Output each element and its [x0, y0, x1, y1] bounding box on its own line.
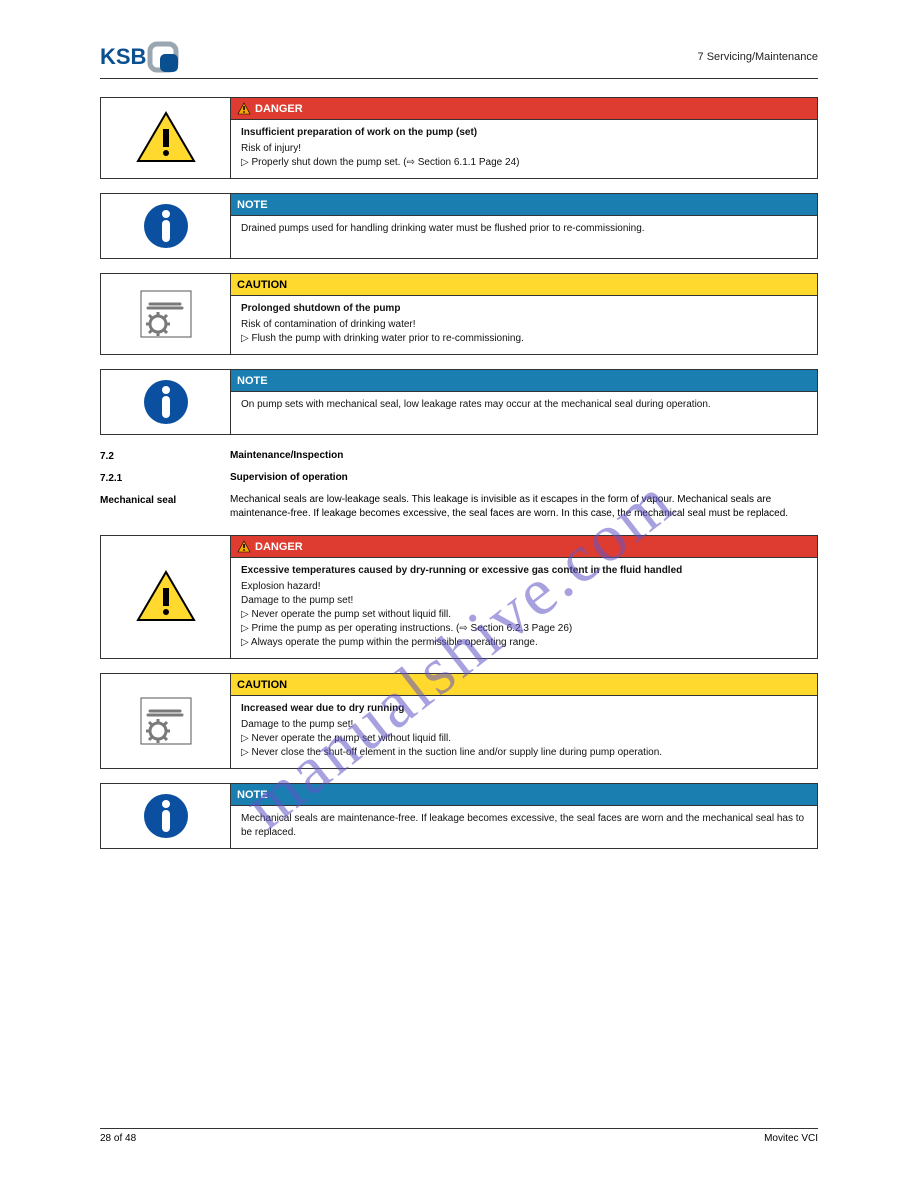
caution-bar: CAUTION [231, 674, 817, 696]
mini-warning-icon [237, 102, 251, 116]
danger2-body: Excessive temperatures caused by dry-run… [231, 558, 817, 658]
breadcrumb: 7 Servicing/Maintenance [698, 51, 818, 63]
danger1-body: Insufficient preparation of work on the … [231, 120, 817, 178]
danger-bar: DANGER [231, 536, 817, 558]
mini-warning-icon [237, 540, 251, 554]
note-box-1: NOTE Drained pumps used for handling dri… [100, 193, 818, 259]
section-7-2: 7.2 Maintenance/Inspection [100, 449, 818, 463]
page-header: KSB 7 Servicing/Maintenance [100, 40, 818, 79]
note-box-3: NOTE Mechanical seals are maintenance-fr… [100, 783, 818, 849]
maintenance-icon [101, 274, 231, 354]
maintenance-icon [101, 674, 231, 768]
caution-label: CAUTION [237, 279, 287, 291]
side-label: Mechanical seal [100, 493, 230, 521]
danger-label: DANGER [255, 541, 303, 553]
caution2-body: Increased wear due to dry running Damage… [231, 696, 817, 768]
mandatory-icon [101, 370, 231, 434]
section-number: 7.2 [100, 449, 230, 463]
caution-bar: CAUTION [231, 274, 817, 296]
caution-label: CAUTION [237, 679, 287, 691]
section-paragraph: Mechanical seals are low-leakage seals. … [230, 493, 818, 521]
caution1-body: Prolonged shutdown of the pump Risk of c… [231, 296, 817, 354]
section-7-2-1: 7.2.1 Supervision of operation [100, 471, 818, 485]
caution-box-2: CAUTION Increased wear due to dry runnin… [100, 673, 818, 769]
page-number: 28 of 48 [100, 1133, 136, 1144]
section-number: 7.2.1 [100, 471, 230, 485]
mandatory-icon [101, 194, 231, 258]
note-label: NOTE [237, 199, 268, 211]
note-bar: NOTE [231, 194, 817, 216]
note-label: NOTE [237, 375, 268, 387]
note2-body: On pump sets with mechanical seal, low l… [231, 392, 817, 420]
note-box-2: NOTE On pump sets with mechanical seal, … [100, 369, 818, 435]
danger-box-1: DANGER Insufficient preparation of work … [100, 97, 818, 179]
danger-bar: DANGER [231, 98, 817, 120]
mandatory-icon [101, 784, 231, 848]
mechanical-seal-row: Mechanical seal Mechanical seals are low… [100, 493, 818, 521]
note-bar: NOTE [231, 784, 817, 806]
danger-label: DANGER [255, 103, 303, 115]
note-bar: NOTE [231, 370, 817, 392]
section-title: Maintenance/Inspection [230, 450, 343, 461]
caution-box-1: CAUTION Prolonged shutdown of the pump R… [100, 273, 818, 355]
warning-triangle-icon [101, 98, 231, 178]
doc-title: Movitec VCI [764, 1133, 818, 1144]
ksb-logo: KSB [100, 40, 184, 74]
note1-body: Drained pumps used for handling drinking… [231, 216, 817, 244]
warning-triangle-icon [101, 536, 231, 658]
note-label: NOTE [237, 789, 268, 801]
svg-text:KSB: KSB [100, 44, 146, 69]
danger-box-2: DANGER Excessive temperatures caused by … [100, 535, 818, 659]
section-title: Supervision of operation [230, 472, 348, 483]
page-footer: 28 of 48 Movitec VCI [100, 1128, 818, 1144]
note3-body: Mechanical seals are maintenance-free. I… [231, 806, 817, 848]
